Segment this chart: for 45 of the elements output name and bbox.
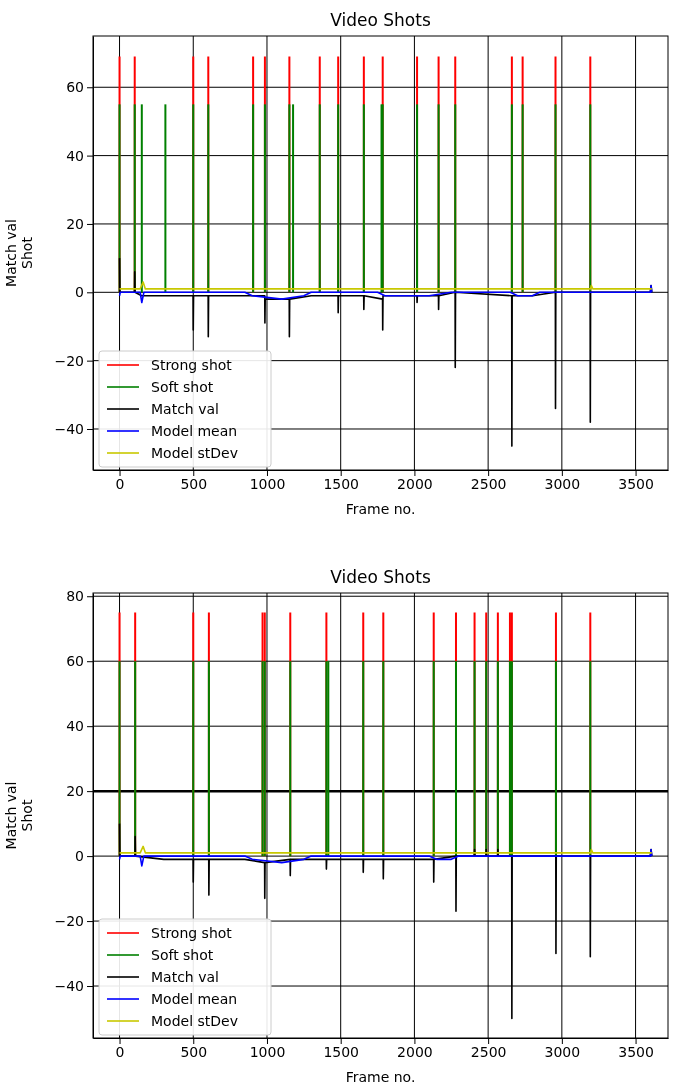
y-axis-title: Match val Shot xyxy=(3,781,35,850)
y-tick-label: 40 xyxy=(66,718,84,735)
legend-label: Model stDev xyxy=(151,445,238,461)
x-tick-label: 2000 xyxy=(397,475,433,492)
x-axis-title: Frame no. xyxy=(345,501,416,517)
y-tick-label: 20 xyxy=(66,215,84,232)
x-tick-label: 3000 xyxy=(544,1043,581,1060)
y-tick-label: −40 xyxy=(54,978,84,995)
x-tick-label: 2500 xyxy=(470,475,507,492)
x-tick-label: 1500 xyxy=(323,475,360,492)
x-tick-label: 3000 xyxy=(544,475,581,492)
y-tick-label: 60 xyxy=(66,79,84,96)
x-tick-label: 0 xyxy=(115,1043,125,1060)
y-tick-label: 0 xyxy=(75,848,84,865)
x-tick-label: 2500 xyxy=(470,1043,507,1060)
x-tick-label: 500 xyxy=(180,475,208,492)
legend-label: Match val xyxy=(151,969,219,985)
legend-label: Strong shot xyxy=(151,925,233,941)
legend-label: Model mean xyxy=(151,991,238,1007)
x-tick-label: 500 xyxy=(180,1043,208,1060)
legend-label: Soft shot xyxy=(151,379,214,395)
x-tick-label: 1000 xyxy=(249,1043,286,1060)
x-tick-label: 2000 xyxy=(397,1043,433,1060)
legend-label: Model mean xyxy=(151,423,238,439)
legend-label: Match val xyxy=(151,401,219,417)
y-tick-label: 20 xyxy=(66,783,84,800)
x-tick-label: 1000 xyxy=(249,475,286,492)
y-tick-label: 0 xyxy=(75,284,84,301)
legend-label: Strong shot xyxy=(151,357,233,373)
x-tick-label: 3500 xyxy=(618,1043,654,1060)
y-tick-label: −40 xyxy=(54,420,84,437)
y-tick-label: −20 xyxy=(54,352,84,369)
x-tick-label: 0 xyxy=(115,475,125,492)
y-tick-label: 80 xyxy=(66,588,84,605)
x-tick-label: 3500 xyxy=(618,475,654,492)
chart-title: Video Shots xyxy=(330,10,431,30)
y-tick-label: −20 xyxy=(54,913,84,930)
legend-label: Model stDev xyxy=(151,1013,238,1029)
x-axis-title: Frame no. xyxy=(345,1069,416,1084)
x-tick-label: 1500 xyxy=(323,1043,360,1060)
y-tick-label: 60 xyxy=(66,653,84,670)
y-tick-label: 40 xyxy=(66,147,84,164)
legend-label: Soft shot xyxy=(151,947,214,963)
chart-title: Video Shots xyxy=(330,567,431,587)
y-axis-title: Match val Shot xyxy=(3,219,35,287)
